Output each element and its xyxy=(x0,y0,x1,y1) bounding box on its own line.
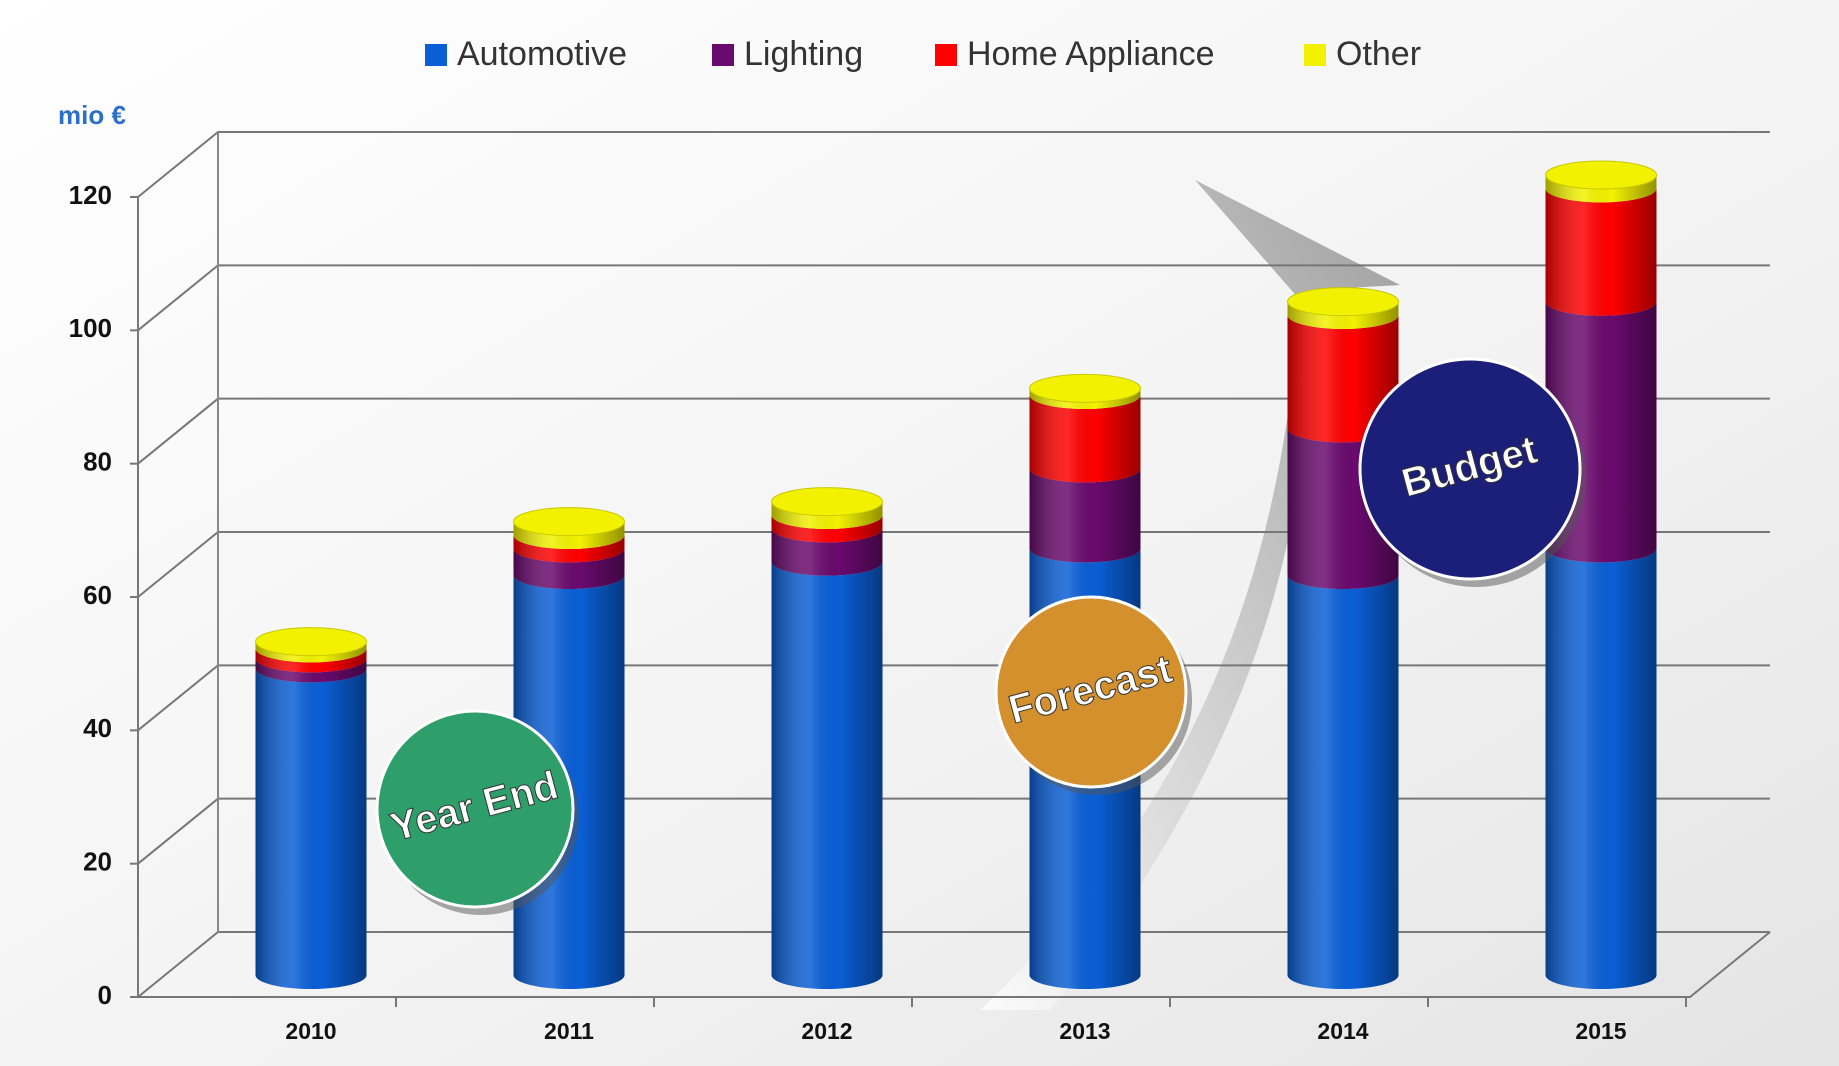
x-tick-label: 2013 xyxy=(1059,1018,1110,1044)
bar-shading xyxy=(1545,175,1657,203)
legend-swatch xyxy=(425,44,447,66)
bar-shading xyxy=(255,668,367,990)
bar-shading xyxy=(771,528,883,576)
x-tick-label: 2012 xyxy=(801,1018,852,1044)
x-tick-label: 2014 xyxy=(1317,1018,1368,1044)
bar-shading xyxy=(1545,188,1657,316)
y-tick-label: 60 xyxy=(83,580,112,610)
bar-shading xyxy=(513,521,625,549)
x-tick-label: 2015 xyxy=(1575,1018,1626,1044)
bar-top xyxy=(1287,287,1399,317)
y-tick-label: 80 xyxy=(83,447,112,477)
bar-shading xyxy=(513,535,625,563)
bar-shading xyxy=(1029,388,1141,409)
badge xyxy=(375,709,575,909)
bar-shading xyxy=(771,501,883,530)
legend-swatch xyxy=(712,44,734,66)
bar-shading xyxy=(1029,468,1141,563)
bar-shading xyxy=(1545,548,1657,990)
y-tick-label: 0 xyxy=(98,980,112,1010)
axis-unit: mio € xyxy=(58,100,126,130)
bar-shading xyxy=(513,548,625,589)
bar-top xyxy=(1545,160,1657,190)
bar-top xyxy=(1029,373,1141,403)
x-tick-label: 2010 xyxy=(285,1018,336,1044)
y-tick-label: 100 xyxy=(69,313,112,343)
bar-top xyxy=(255,627,367,657)
axis-floor xyxy=(137,197,1771,998)
bar-top xyxy=(513,507,625,537)
badge xyxy=(994,595,1188,789)
x-tick-label: 2011 xyxy=(544,1018,594,1044)
legend-label: Other xyxy=(1336,35,1421,73)
badge xyxy=(1358,357,1582,581)
legend-label: Home Appliance xyxy=(967,35,1215,73)
bar-shading xyxy=(255,658,367,683)
bar-shading xyxy=(255,648,367,673)
bar-shading xyxy=(771,561,883,990)
bar-shading xyxy=(1287,575,1399,990)
y-tick-label: 120 xyxy=(69,180,112,210)
y-tick-label: 40 xyxy=(83,713,112,743)
legend-label: Automotive xyxy=(457,35,627,73)
legend-swatch xyxy=(1304,44,1326,66)
bar-top xyxy=(771,487,883,517)
bar-shading xyxy=(1287,301,1399,330)
bar-shading xyxy=(1029,395,1141,483)
legend-label: Lighting xyxy=(744,35,863,73)
bar-shading xyxy=(771,515,883,543)
bar-shading xyxy=(255,641,367,663)
y-tick-label: 20 xyxy=(83,847,112,877)
bar-shading xyxy=(1287,315,1399,443)
legend-swatch xyxy=(935,44,957,66)
